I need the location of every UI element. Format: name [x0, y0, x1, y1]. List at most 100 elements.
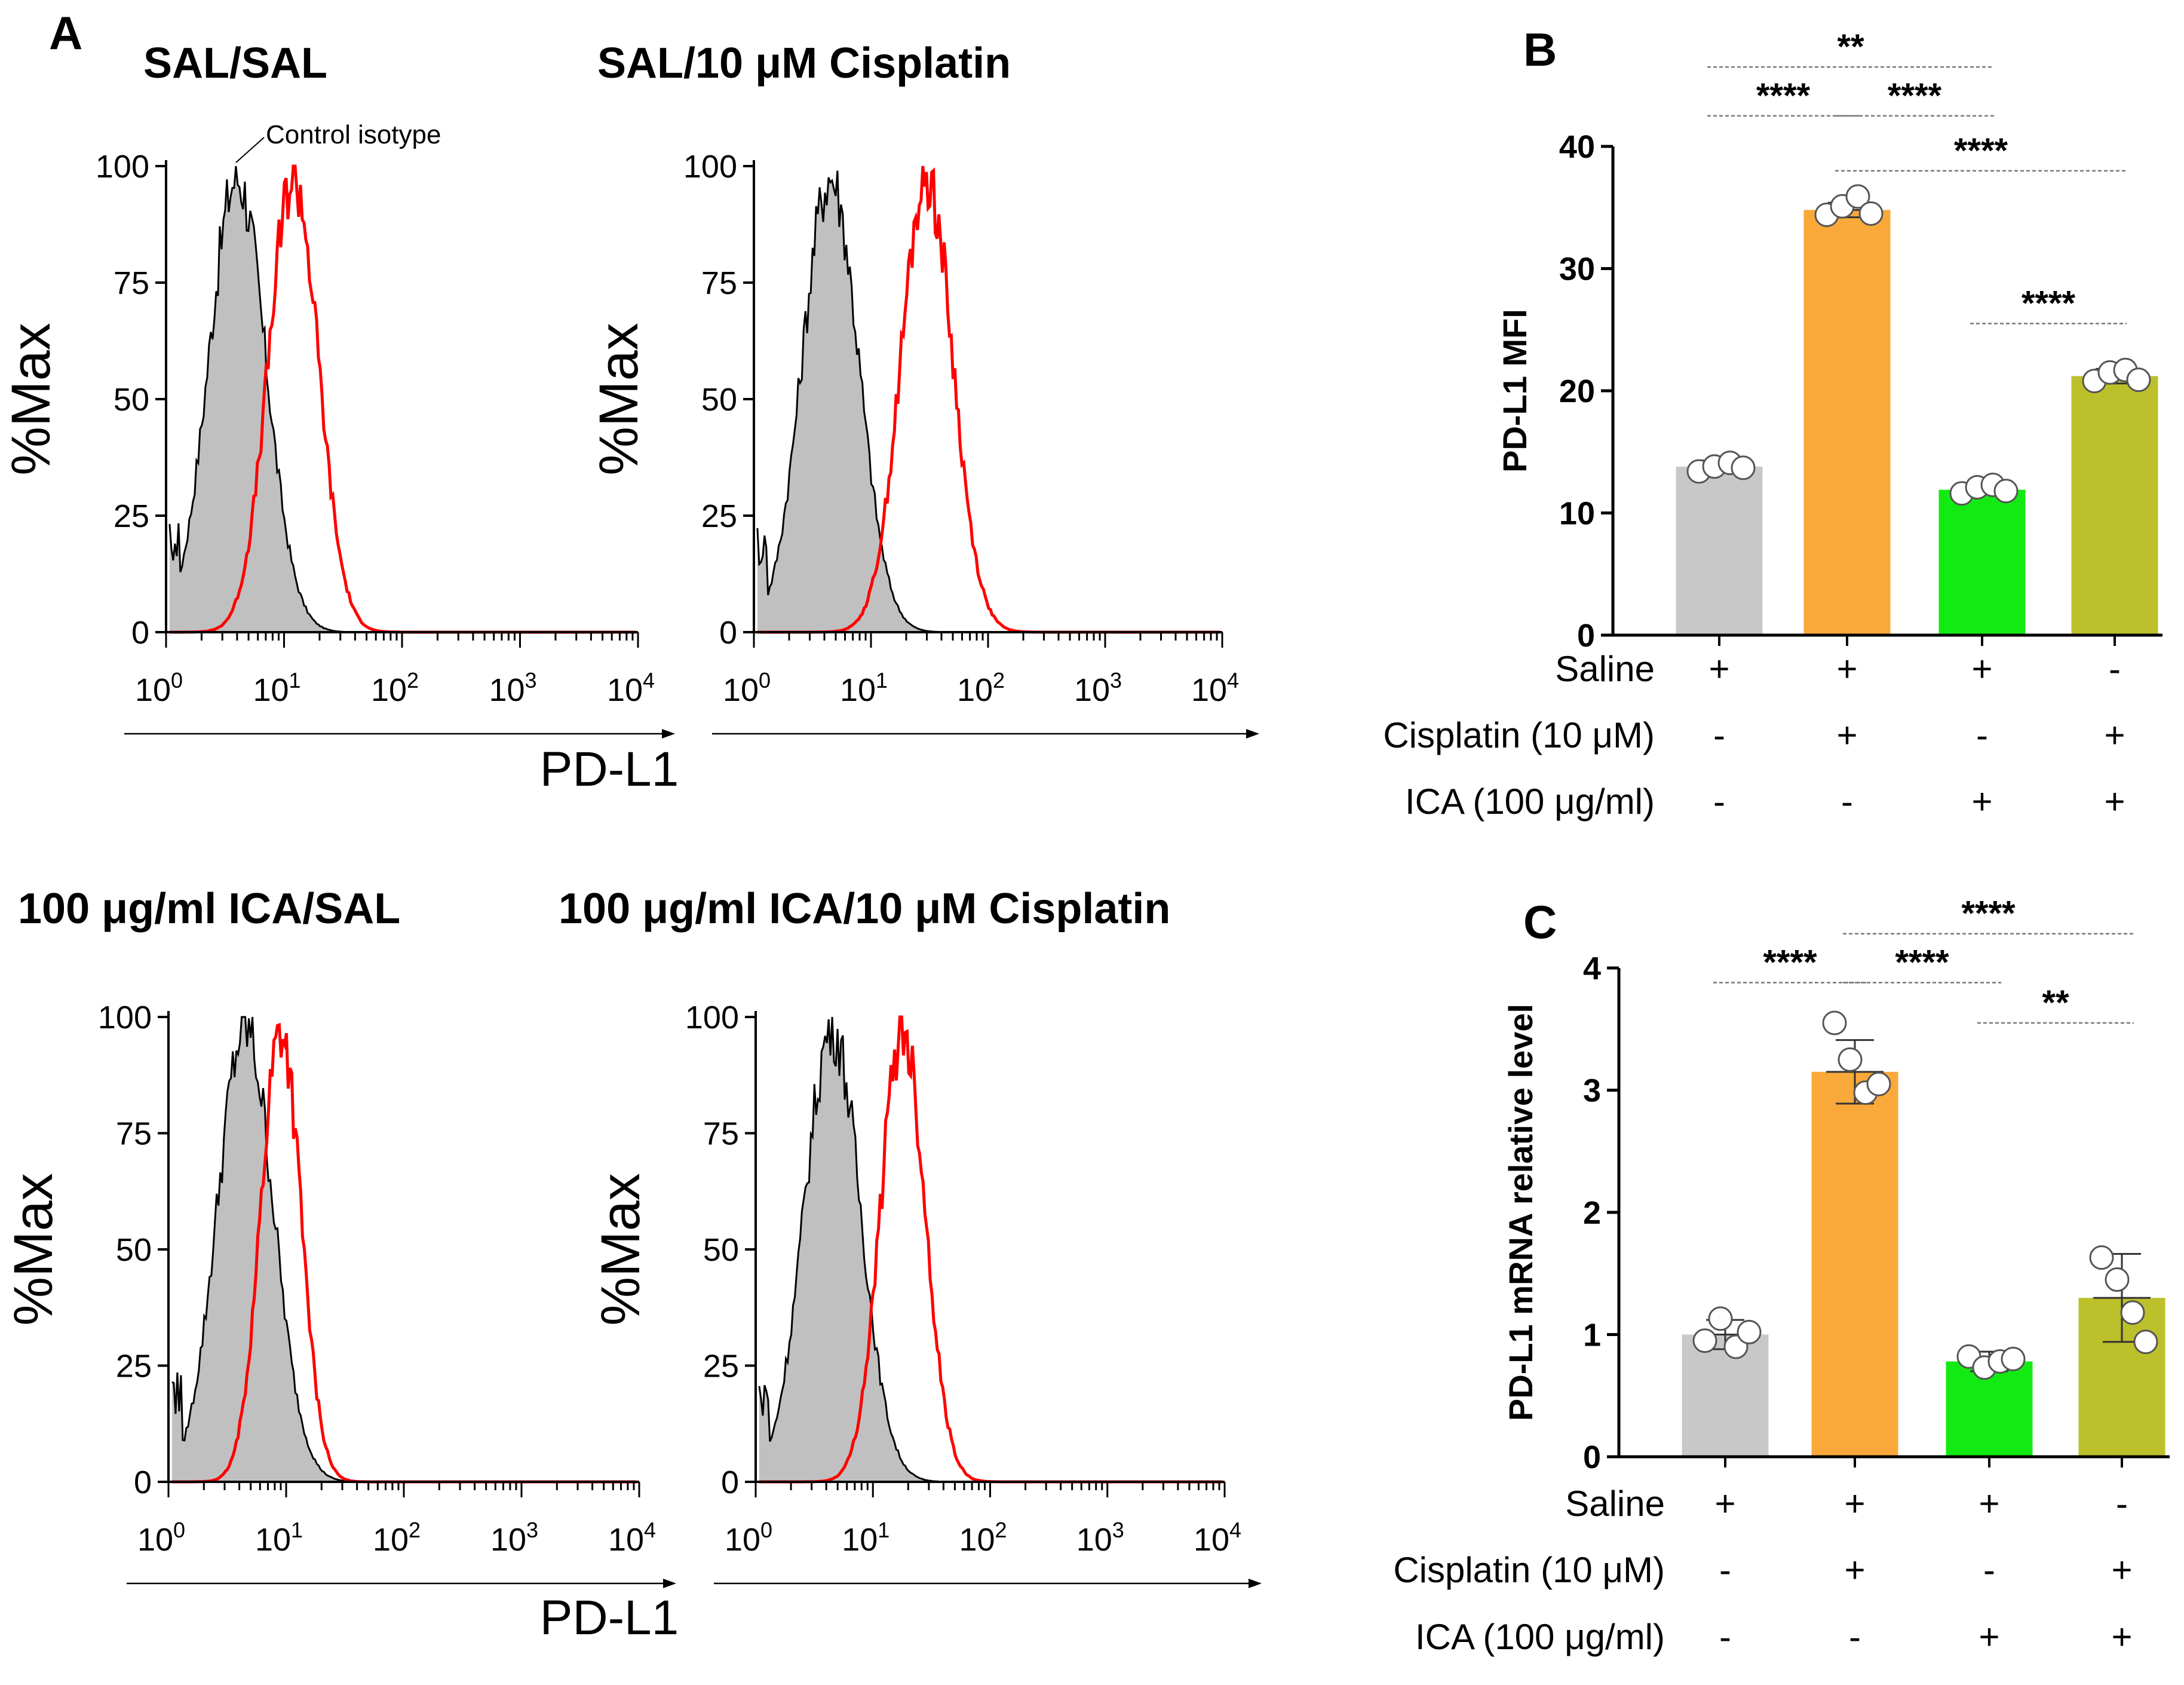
x-tick-label: 100	[725, 1518, 772, 1558]
data-point	[2120, 1300, 2145, 1325]
y-tick-label: 50	[703, 1232, 739, 1268]
bar	[1676, 466, 1763, 635]
hist-ylabel: %Max	[590, 1173, 651, 1326]
y-tick-label: 75	[701, 265, 737, 301]
axis-arrow-head	[663, 1579, 676, 1588]
significance-stars: ****	[1756, 76, 1811, 115]
significance-stars: ****	[1888, 76, 1942, 115]
y-tick-label: 4	[1583, 951, 1601, 987]
hist-title: SAL/SAL	[143, 39, 327, 87]
histogram-ica-cisplatin: 100 μg/ml ICA/10 μM Cisplatin %Max 0 25 50 75…	[559, 885, 1262, 1588]
bar	[1811, 1071, 1898, 1457]
data-point	[1838, 1047, 1863, 1072]
condition-label: ICA (100 μg/ml)	[1405, 782, 1655, 822]
significance-stars: ****	[2022, 284, 2076, 323]
x-tick-label: 101	[840, 668, 888, 708]
hist-ylabel: %Max	[588, 323, 649, 476]
y-tick-label: 50	[114, 382, 149, 418]
condition-sign: -	[1841, 782, 1853, 822]
x-tick-label: 104	[607, 668, 655, 708]
y-tick-label: 0	[1583, 1439, 1601, 1475]
y-tick-label: 0	[1577, 618, 1595, 654]
condition-sign: -	[1713, 715, 1725, 755]
significance-stars: **	[2042, 984, 2069, 1022]
y-tick-label: 40	[1559, 129, 1595, 165]
data-point	[1858, 201, 1884, 226]
panel-letter-c: C	[1523, 896, 1557, 948]
condition-sign: +	[1844, 1550, 1865, 1590]
data-point	[2001, 1346, 2026, 1371]
x-tick-label: 103	[490, 1518, 538, 1558]
y-tick-label: 50	[701, 382, 737, 418]
y-tick-label: 25	[116, 1349, 152, 1384]
data-point	[1993, 479, 2019, 504]
condition-sign: +	[1836, 715, 1857, 755]
data-point	[1822, 1010, 1847, 1035]
data-point	[1866, 1071, 1891, 1096]
y-tick-label: 0	[134, 1465, 152, 1500]
data-point	[1731, 455, 1756, 480]
y-tick-label: 25	[701, 498, 737, 534]
bar	[1682, 1334, 1769, 1457]
condition-label: Saline	[1565, 1484, 1665, 1524]
isotype-area	[171, 1017, 637, 1482]
data-point	[2126, 367, 2151, 393]
y-tick-label: 50	[116, 1232, 152, 1268]
x-tick-label: 102	[373, 1518, 421, 1558]
condition-sign: +	[1708, 649, 1729, 689]
condition-sign: +	[1836, 649, 1857, 689]
y-tick-label: 75	[116, 1116, 152, 1152]
data-point	[1737, 1319, 1762, 1344]
hist-xlabel-bottom: PD-L1	[540, 1591, 679, 1645]
y-tick-label: 100	[96, 149, 149, 185]
hist-title: 100 μg/ml ICA/10 μM Cisplatin	[559, 885, 1170, 933]
isotype-area	[757, 170, 1220, 633]
condition-sign: -	[1719, 1617, 1731, 1657]
x-tick-label: 102	[959, 1518, 1007, 1558]
x-tick-label: 101	[255, 1518, 303, 1558]
y-tick-label: 75	[114, 265, 149, 301]
data-point	[2089, 1245, 2114, 1270]
x-tick-label: 103	[489, 668, 536, 708]
isotype-area	[169, 166, 636, 632]
x-tick-label: 100	[137, 1518, 185, 1558]
y-tick-label: 75	[703, 1116, 739, 1152]
y-tick-label: 10	[1559, 496, 1595, 532]
control-isotype-label: Control isotype	[266, 120, 441, 149]
condition-label: ICA (100 μg/ml)	[1415, 1617, 1665, 1657]
condition-sign: -	[1719, 1550, 1731, 1590]
data-point	[1708, 1306, 1733, 1331]
data-point	[2133, 1329, 2158, 1355]
condition-sign: +	[2104, 782, 2125, 822]
condition-sign: +	[2111, 1617, 2132, 1657]
x-tick-label: 104	[1191, 668, 1239, 708]
hist-xlabel-top: PD-L1	[540, 742, 679, 796]
y-tick-label: 100	[685, 1000, 739, 1035]
y-tick-label: 25	[703, 1349, 739, 1384]
significance-stars: **	[1837, 27, 1864, 66]
axis-arrow-head	[662, 729, 675, 739]
bar	[1803, 210, 1891, 636]
panel-letter-a: A	[49, 7, 82, 59]
x-tick-label: 101	[842, 1518, 889, 1558]
bar	[2071, 376, 2158, 635]
x-tick-label: 100	[135, 668, 183, 708]
significance-stars: ****	[1961, 894, 2016, 933]
bar	[1938, 489, 2026, 635]
condition-sign: -	[1849, 1617, 1861, 1657]
x-tick-label: 103	[1076, 1518, 1124, 1558]
bar-ylabel: PD-L1 MFI	[1496, 309, 1533, 473]
y-tick-label: 0	[721, 1465, 739, 1500]
significance-stars: ****	[1895, 943, 1949, 982]
condition-label: Cisplatin (10 μM)	[1383, 715, 1655, 755]
condition-sign: -	[2109, 649, 2121, 689]
x-tick-label: 104	[608, 1518, 656, 1558]
x-tick-label: 100	[723, 668, 771, 708]
condition-sign: +	[1714, 1484, 1735, 1524]
condition-sign: +	[1844, 1484, 1865, 1524]
condition-sign: -	[2116, 1484, 2128, 1524]
condition-sign: -	[1976, 715, 1988, 755]
hist-title: 100 μg/ml ICA/SAL	[18, 885, 400, 933]
